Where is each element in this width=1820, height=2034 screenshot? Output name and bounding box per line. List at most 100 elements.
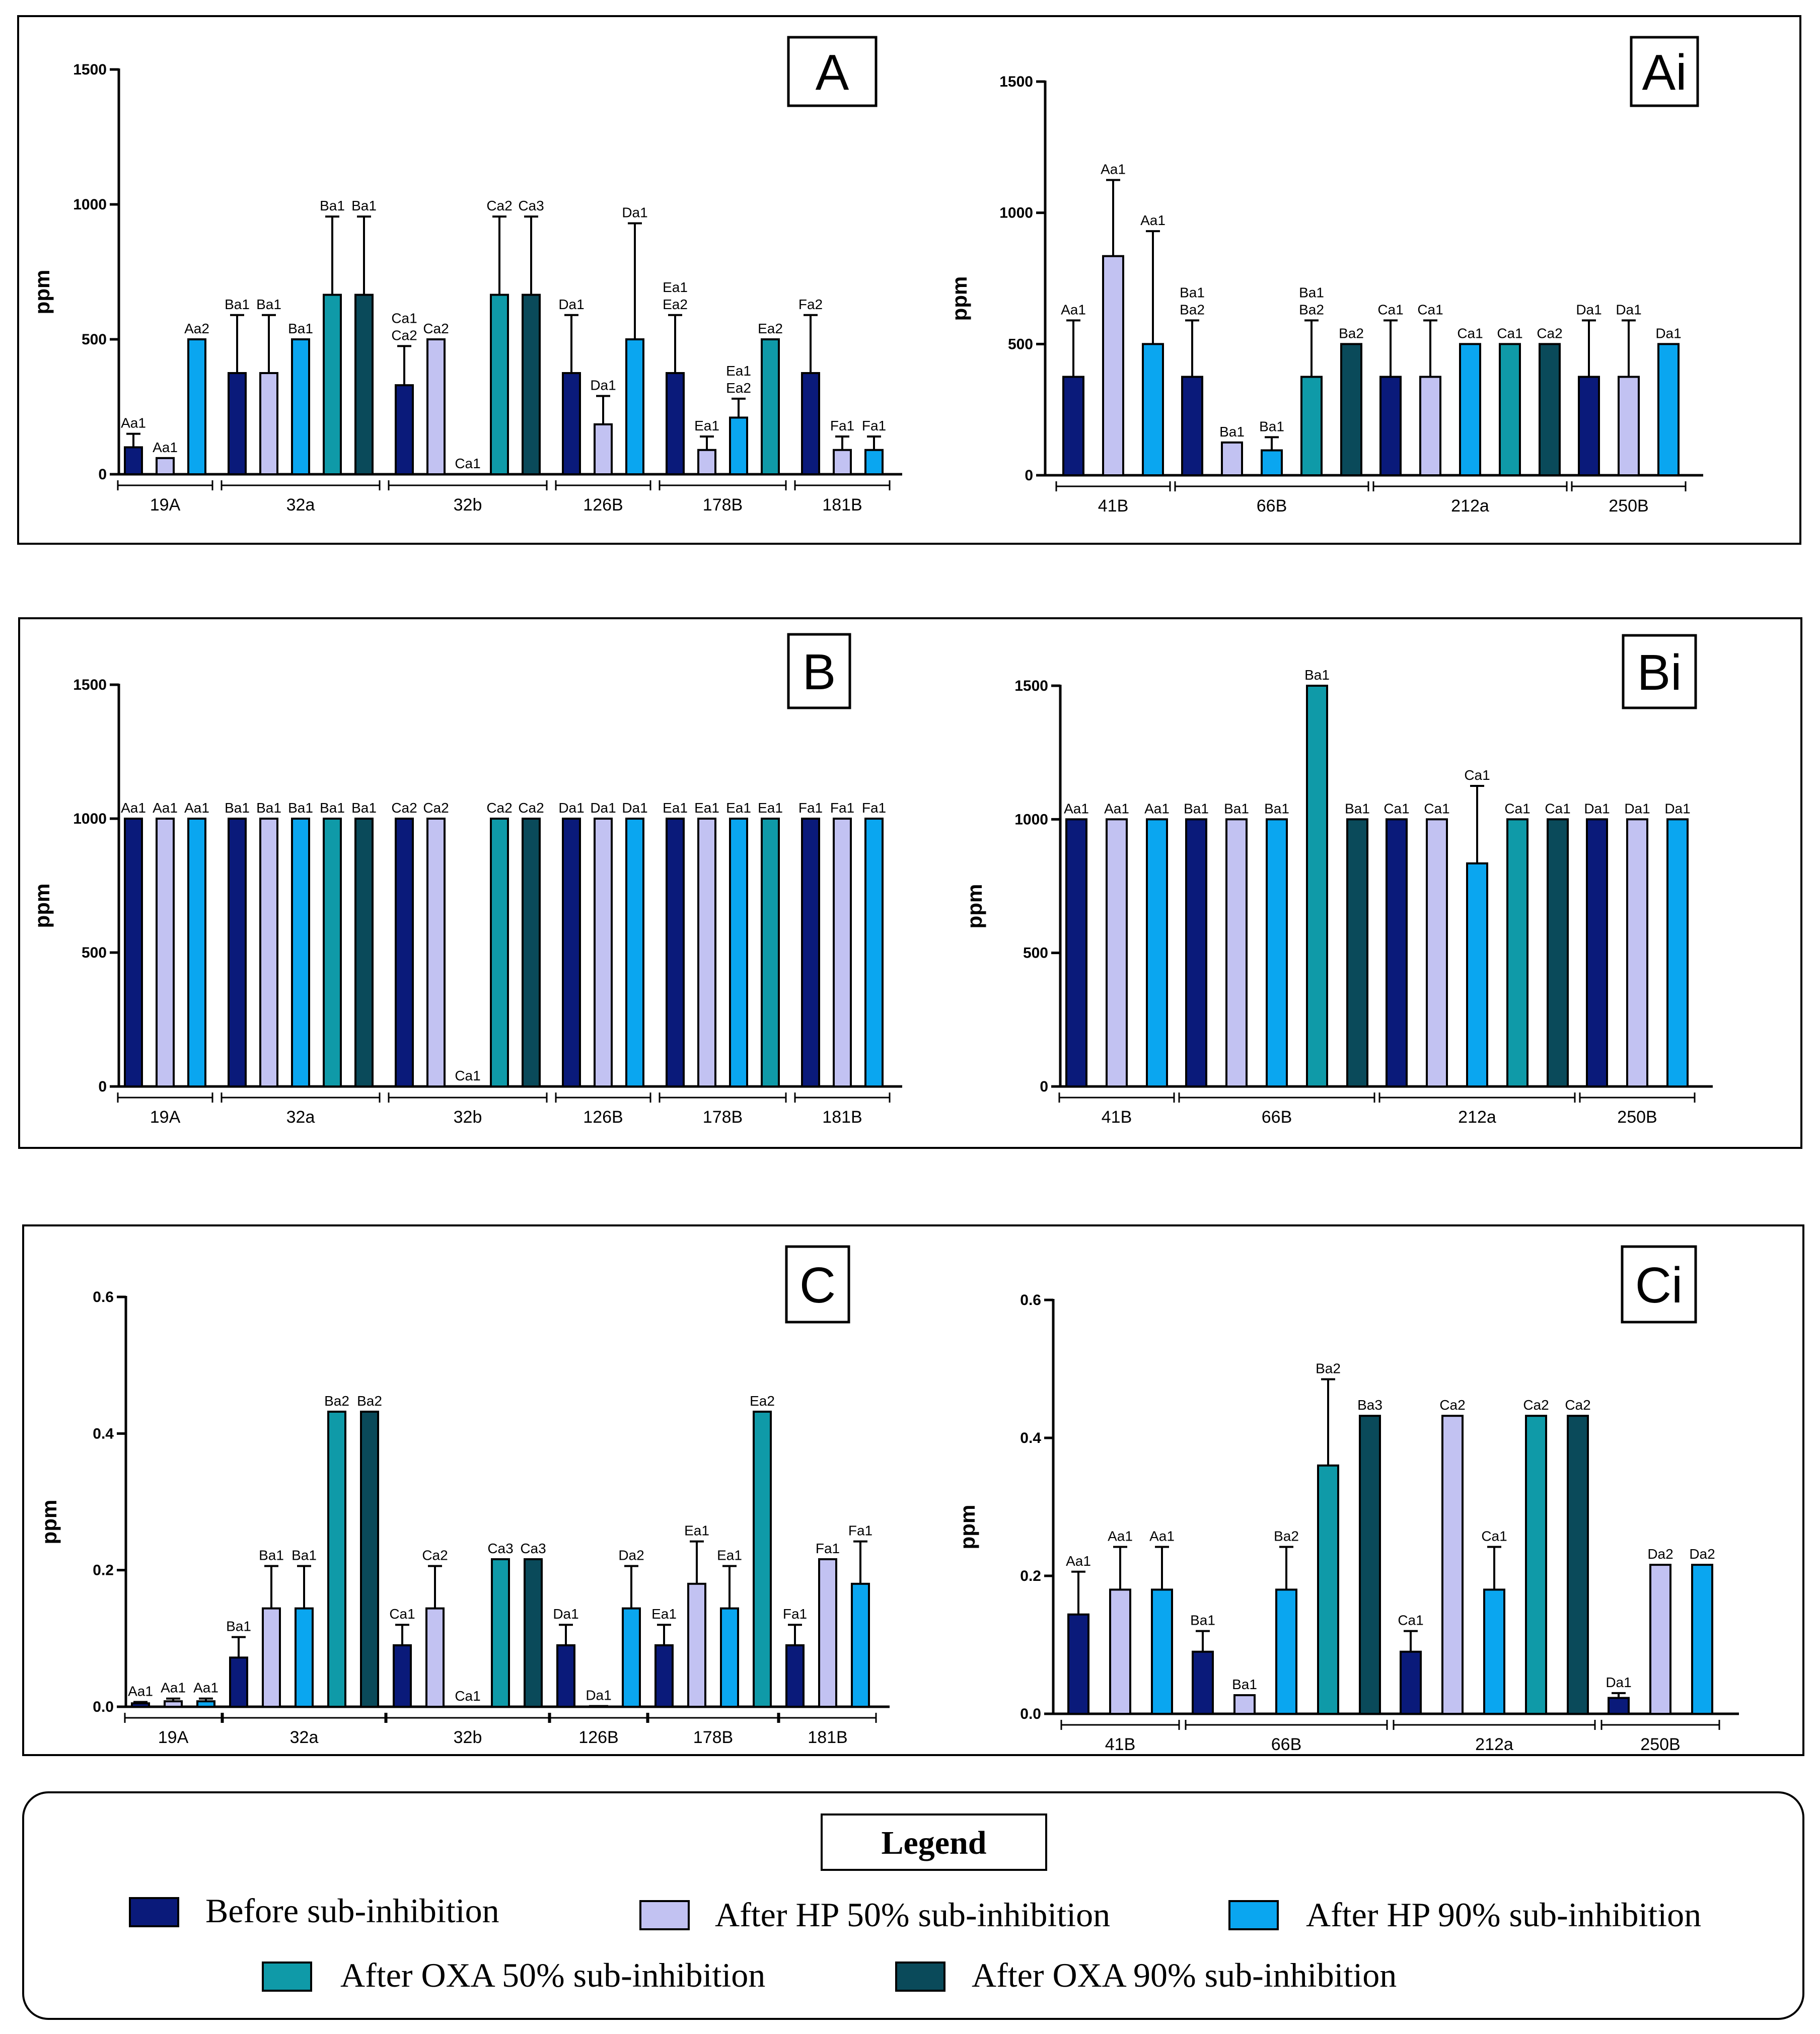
significance-label: Ca1	[1504, 801, 1530, 816]
significance-label: Fa1	[816, 1541, 840, 1556]
bar-hp50	[697, 449, 716, 476]
significance-label: Ca3	[487, 1541, 513, 1556]
bar-before	[556, 1644, 575, 1708]
group-label: 181B	[822, 495, 862, 515]
significance-label: Ba1	[1219, 424, 1245, 440]
y-axis-label: ppm	[30, 884, 54, 928]
y-tick-label: 0	[1040, 1078, 1048, 1095]
significance-label: Aa1	[1108, 1528, 1133, 1544]
significance-label: Ca1	[1384, 801, 1409, 816]
bar-hp90	[622, 1607, 641, 1708]
significance-label: Ba1	[225, 800, 250, 816]
legend-title: Legend	[881, 1825, 986, 1861]
significance-label: Da1	[558, 800, 584, 816]
bar-hp90	[1657, 343, 1680, 476]
significance-label: Fa1	[862, 800, 886, 816]
legend-swatch-oxa50	[262, 1962, 312, 1992]
significance-label: Ba1	[225, 297, 250, 312]
bar-hp50	[426, 338, 446, 475]
significance-label: Ba2	[1274, 1528, 1299, 1544]
y-tick-label: 0.6	[93, 1289, 114, 1305]
bar-hp50	[1102, 255, 1124, 476]
significance-label: Ca1	[1464, 767, 1490, 783]
significance-label: Aa1	[1066, 1553, 1091, 1569]
bar-hp50	[687, 1582, 706, 1708]
significance-label: Aa1	[1104, 801, 1129, 816]
significance-label: Ba1	[1180, 284, 1205, 300]
significance-label: Ca2	[518, 800, 544, 816]
significance-label: Ea2	[726, 380, 751, 396]
significance-label: Ba1	[1184, 801, 1209, 816]
significance-label: Ba2	[1299, 302, 1324, 317]
significance-label: Da1	[1664, 801, 1690, 816]
significance-label: Aa1	[1140, 212, 1166, 228]
significance-label: Da1	[553, 1606, 578, 1622]
bar-before	[666, 818, 685, 1087]
bar-before	[395, 384, 414, 475]
significance-label: Ca2	[423, 800, 449, 816]
bar-oxa90	[1359, 1415, 1381, 1715]
group-label: 212a	[1475, 1735, 1513, 1754]
significance-label: Da1	[590, 378, 616, 393]
bar-oxa50	[761, 818, 780, 1087]
bar-before	[666, 372, 685, 475]
bar-hp90	[864, 818, 884, 1087]
bar-hp50	[1626, 818, 1648, 1088]
bar-hp50	[1419, 376, 1441, 476]
significance-label: Ba2	[357, 1393, 382, 1409]
significance-label: Da1	[1576, 302, 1601, 317]
y-axis-label: ppm	[956, 1505, 979, 1550]
significance-label: Aa1	[1064, 801, 1089, 816]
panel-label-box	[785, 1245, 850, 1324]
significance-label: Ea1	[651, 1606, 677, 1622]
bar-before	[801, 818, 820, 1087]
significance-label: Ca1	[1481, 1528, 1507, 1544]
significance-label: Fa1	[862, 418, 886, 433]
bar-before	[1608, 1697, 1630, 1715]
bar-oxa50	[491, 1558, 510, 1708]
bar-hp50	[259, 818, 278, 1087]
bar-hp50	[833, 449, 852, 476]
bar-hp50	[1426, 818, 1448, 1088]
group-label: 212a	[1458, 1108, 1496, 1127]
significance-label: Aa1	[121, 800, 146, 816]
panel-label-box	[787, 36, 878, 107]
significance-label: Ba1	[351, 198, 377, 213]
group-label: 66B	[1262, 1108, 1292, 1127]
significance-label: Aa1	[1101, 162, 1126, 177]
y-axis-label: ppm	[30, 270, 54, 315]
bar-oxa90	[522, 294, 541, 475]
significance-label: Ba2	[324, 1393, 349, 1409]
significance-label: Ea1	[694, 418, 719, 433]
y-tick-label: 0.4	[93, 1425, 114, 1442]
bar-oxa50	[1506, 818, 1528, 1088]
significance-label: Ba1	[1232, 1677, 1257, 1692]
group-label: 126B	[583, 1108, 623, 1127]
bar-oxa50	[490, 818, 509, 1087]
bar-oxa50	[1306, 685, 1328, 1087]
significance-label: Ca2	[1523, 1397, 1549, 1413]
significance-label: Ea2	[663, 297, 688, 312]
bar-hp50	[594, 423, 613, 476]
significance-label: Ca2	[486, 198, 512, 213]
significance-label: Ba1	[256, 800, 281, 816]
significance-label: Ca1	[1545, 801, 1570, 816]
significance-label: Ca2	[486, 800, 512, 816]
bar-before	[1065, 818, 1087, 1088]
significance-label: Ca1	[1417, 302, 1443, 317]
significance-label: Ca1	[1497, 325, 1522, 341]
group-label: 178B	[703, 495, 743, 515]
chart-Ai: 0 500 1000 1500 ppm Ai Aa1 Aa1 Aa1 41B Ba1 Ba2 Ba1 Ba…	[948, 36, 1703, 516]
significance-label: Ba1	[1264, 801, 1289, 816]
bar-hp50	[1225, 818, 1248, 1088]
bar-oxa50	[761, 338, 780, 475]
bar-hp90	[295, 1607, 314, 1708]
y-axis-label: ppm	[37, 1500, 61, 1545]
y-tick-label: 1500	[73, 61, 107, 78]
group-label: 66B	[1257, 496, 1287, 516]
significance-label: Ea1	[684, 1523, 709, 1539]
bar-before	[562, 818, 581, 1087]
bar-before	[785, 1644, 805, 1708]
group-label: 32a	[286, 1108, 315, 1127]
bar-hp90	[1466, 862, 1488, 1087]
